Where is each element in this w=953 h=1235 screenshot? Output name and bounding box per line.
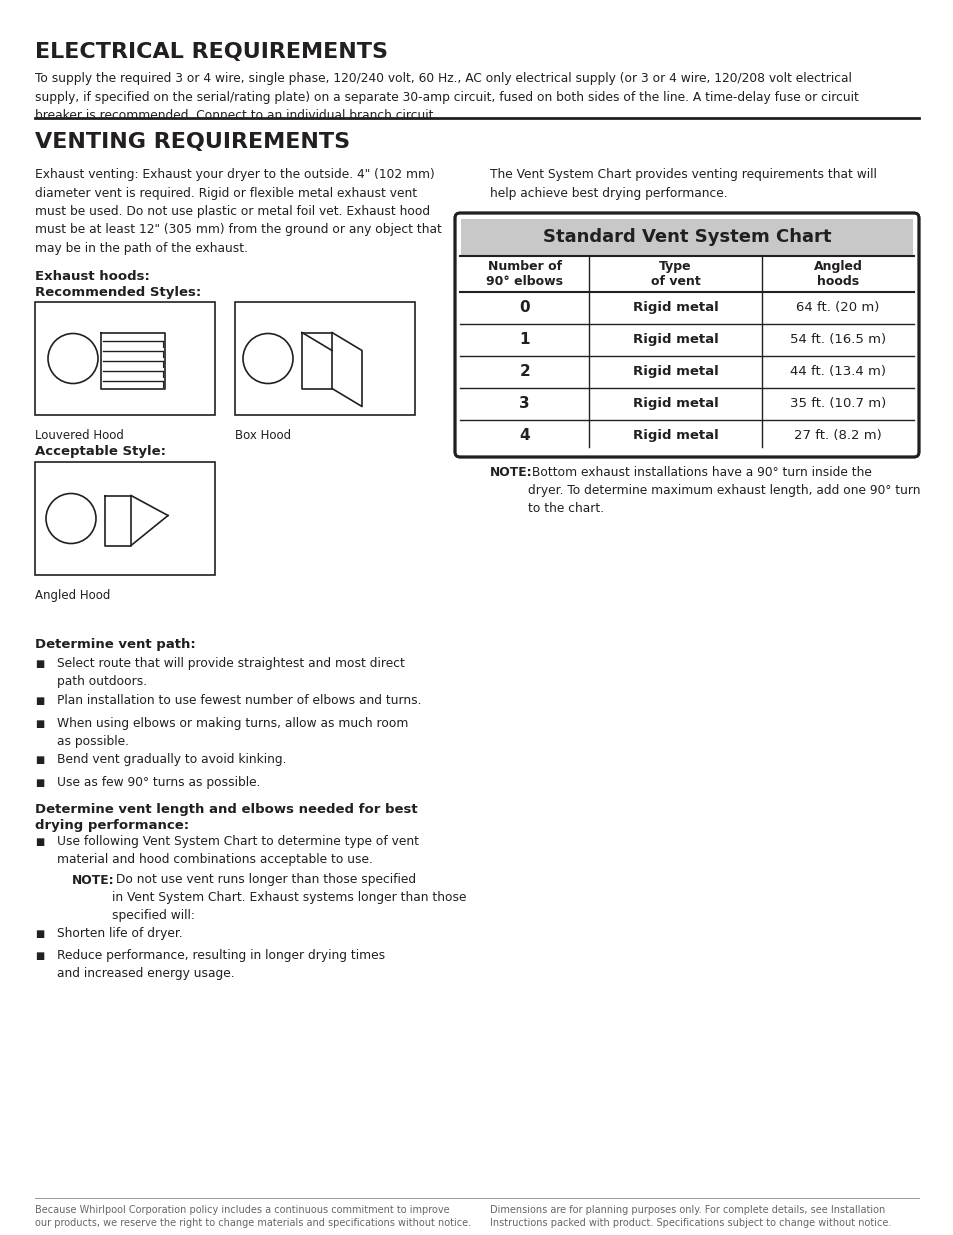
Text: 4: 4 — [518, 429, 530, 443]
Text: 3: 3 — [518, 396, 530, 411]
Bar — [234, 303, 415, 415]
Text: ■: ■ — [35, 756, 44, 766]
Text: Rigid metal: Rigid metal — [632, 398, 718, 410]
Text: Standard Vent System Chart: Standard Vent System Chart — [542, 228, 830, 246]
Text: Box Hood: Box Hood — [234, 429, 291, 442]
Text: Exhaust venting: Exhaust your dryer to the outside. 4" (102 mm)
diameter vent is: Exhaust venting: Exhaust your dryer to t… — [35, 168, 441, 254]
Text: Bottom exhaust installations have a 90° turn inside the
dryer. To determine maxi: Bottom exhaust installations have a 90° … — [527, 466, 920, 515]
Text: Reduce performance, resulting in longer drying times
and increased energy usage.: Reduce performance, resulting in longer … — [57, 950, 385, 981]
Text: 35 ft. (10.7 m): 35 ft. (10.7 m) — [789, 398, 885, 410]
Text: Angled Hood: Angled Hood — [35, 589, 111, 601]
Text: NOTE:: NOTE: — [71, 873, 114, 887]
Text: ■: ■ — [35, 659, 44, 669]
Bar — [35, 303, 214, 415]
Text: 64 ft. (20 m): 64 ft. (20 m) — [796, 301, 879, 315]
Text: Shorten life of dryer.: Shorten life of dryer. — [57, 927, 183, 940]
Text: ELECTRICAL REQUIREMENTS: ELECTRICAL REQUIREMENTS — [35, 42, 388, 62]
Text: ■: ■ — [35, 929, 44, 939]
Text: Rigid metal: Rigid metal — [632, 430, 718, 442]
Text: Dimensions are for planning purposes only. For complete details, see Installatio: Dimensions are for planning purposes onl… — [490, 1205, 890, 1228]
Text: 1: 1 — [518, 332, 529, 347]
Text: VENTING REQUIREMENTS: VENTING REQUIREMENTS — [35, 132, 350, 152]
Bar — [460, 219, 912, 256]
Text: Select route that will provide straightest and most direct
path outdoors.: Select route that will provide straighte… — [57, 657, 404, 688]
Text: Use following Vent System Chart to determine type of vent
material and hood comb: Use following Vent System Chart to deter… — [57, 835, 418, 866]
Text: Number of
90° elbows: Number of 90° elbows — [486, 261, 562, 288]
Text: ■: ■ — [35, 697, 44, 706]
Text: To supply the required 3 or 4 wire, single phase, 120/240 volt, 60 Hz., AC only : To supply the required 3 or 4 wire, sing… — [35, 72, 858, 122]
Text: Plan installation to use fewest number of elbows and turns.: Plan installation to use fewest number o… — [57, 694, 421, 706]
FancyBboxPatch shape — [455, 212, 918, 457]
Text: Rigid metal: Rigid metal — [632, 366, 718, 378]
Text: ■: ■ — [35, 778, 44, 788]
Text: Use as few 90° turns as possible.: Use as few 90° turns as possible. — [57, 776, 260, 789]
Text: ■: ■ — [35, 836, 44, 846]
Text: Rigid metal: Rigid metal — [632, 333, 718, 347]
Text: Determine vent path:: Determine vent path: — [35, 638, 195, 651]
Bar — [35, 462, 214, 576]
Text: Exhaust hoods:: Exhaust hoods: — [35, 270, 150, 283]
Text: ■: ■ — [35, 719, 44, 729]
Text: Rigid metal: Rigid metal — [632, 301, 718, 315]
Text: 0: 0 — [518, 300, 530, 315]
Text: Determine vent length and elbows needed for best
drying performance:: Determine vent length and elbows needed … — [35, 803, 417, 832]
Text: Type
of vent: Type of vent — [650, 261, 700, 288]
Text: 54 ft. (16.5 m): 54 ft. (16.5 m) — [789, 333, 885, 347]
Text: 2: 2 — [518, 364, 530, 379]
Text: 27 ft. (8.2 m): 27 ft. (8.2 m) — [793, 430, 881, 442]
Text: The Vent System Chart provides venting requirements that will
help achieve best : The Vent System Chart provides venting r… — [490, 168, 876, 200]
Text: Angled
hoods: Angled hoods — [813, 261, 862, 288]
Text: Because Whirlpool Corporation policy includes a continuous commitment to improve: Because Whirlpool Corporation policy inc… — [35, 1205, 471, 1228]
Text: Acceptable Style:: Acceptable Style: — [35, 445, 166, 458]
Text: NOTE:: NOTE: — [490, 466, 532, 479]
Text: Louvered Hood: Louvered Hood — [35, 429, 124, 442]
Text: Recommended Styles:: Recommended Styles: — [35, 287, 201, 299]
Text: ■: ■ — [35, 951, 44, 962]
Text: Do not use vent runs longer than those specified
in Vent System Chart. Exhaust s: Do not use vent runs longer than those s… — [112, 873, 466, 923]
Text: When using elbows or making turns, allow as much room
as possible.: When using elbows or making turns, allow… — [57, 716, 408, 747]
Text: 44 ft. (13.4 m): 44 ft. (13.4 m) — [789, 366, 885, 378]
Text: Bend vent gradually to avoid kinking.: Bend vent gradually to avoid kinking. — [57, 753, 286, 767]
